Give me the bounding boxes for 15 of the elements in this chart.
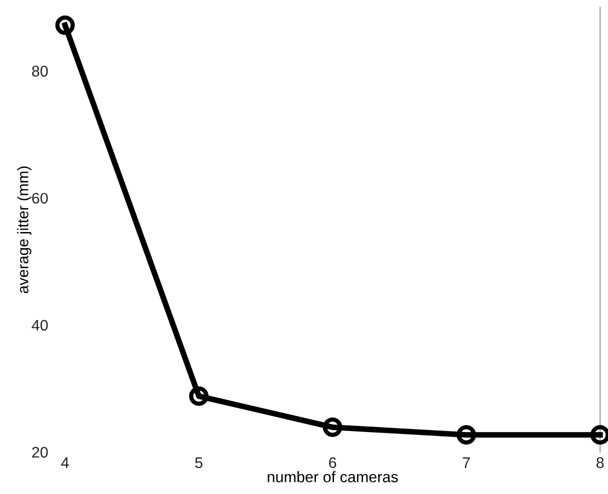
point <box>322 418 342 437</box>
y-tick-label: 80 <box>32 66 48 77</box>
point <box>55 15 75 35</box>
x-tick-label: 4 <box>61 457 69 468</box>
y-tick-label: 40 <box>32 320 48 331</box>
x-axis-title: number of cameras <box>268 471 398 482</box>
y-tick-label: 20 <box>32 446 48 458</box>
y-axis-title: average jitter (mm) <box>17 166 32 294</box>
point <box>189 386 209 406</box>
x-tick-label: 7 <box>462 457 470 468</box>
x-tick-label: 8 <box>596 457 604 468</box>
y-tick-label: 60 <box>32 192 48 204</box>
point <box>456 425 476 445</box>
x-tick-label: 5 <box>195 457 202 468</box>
x-tick-label: 6 <box>329 457 336 468</box>
